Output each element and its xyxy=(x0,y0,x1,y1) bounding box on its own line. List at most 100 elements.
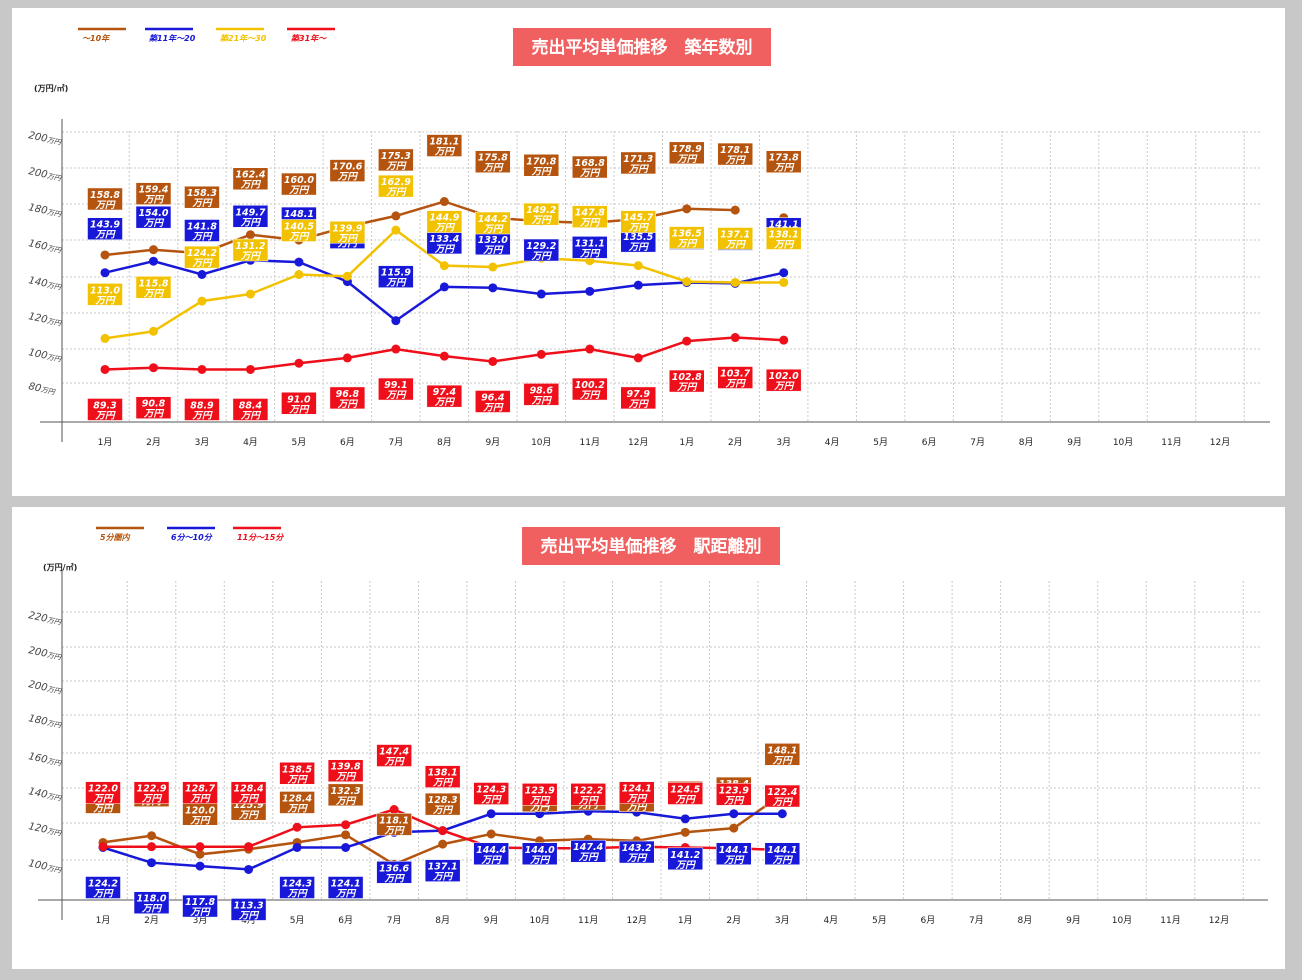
data-label-value: 123.9 xyxy=(525,785,555,796)
data-label: 113.3万円 xyxy=(230,898,267,921)
data-label-box xyxy=(473,842,509,865)
data-label-value: 88.4 xyxy=(239,400,263,411)
data-label-unit: 万円 xyxy=(676,239,698,250)
data-label-unit: 万円 xyxy=(238,810,260,821)
data-point xyxy=(439,261,449,271)
data-label-box xyxy=(523,383,560,406)
data-label-value: 96.8 xyxy=(336,389,360,400)
data-label-box xyxy=(521,842,558,865)
data-label: 124.3万円 xyxy=(279,876,315,900)
data-label-box xyxy=(521,783,558,806)
data-point xyxy=(391,344,401,354)
data-point xyxy=(391,211,401,221)
data-label-value: 103.7 xyxy=(720,369,750,380)
data-label-value: 125.9 xyxy=(234,800,264,811)
data-label-value: 123.9 xyxy=(719,785,749,796)
y-tick-label: 140万円 xyxy=(27,786,63,804)
data-label-unit: 万円 xyxy=(287,803,309,814)
data-point xyxy=(341,820,351,830)
x-tick-label: 11月 xyxy=(1160,915,1180,926)
data-label-value: 128.7 xyxy=(185,784,215,795)
data-label-value: 149.2 xyxy=(526,205,556,216)
data-label-unit: 万円 xyxy=(191,410,213,421)
data-label-box xyxy=(135,276,172,299)
y-tick-label: 100万円 xyxy=(27,858,63,876)
y-tick-label: 160万円 xyxy=(27,238,63,256)
legend-entry: 築31年～ xyxy=(287,27,335,43)
data-label-value: 139.8 xyxy=(331,762,361,773)
data-label: 132.3万円 xyxy=(327,783,364,807)
data-label-unit: 万円 xyxy=(579,248,601,259)
y-tick-value: 80 xyxy=(27,381,42,394)
data-label: 160.0万円 xyxy=(281,172,317,196)
y-tick-value: 120 xyxy=(27,821,48,836)
data-label-value: 144.4 xyxy=(476,845,506,856)
data-label-box xyxy=(378,174,414,198)
data-label-box xyxy=(618,840,655,864)
y-tick-unit: 万円 xyxy=(46,792,62,803)
chart-panel-building-age: 200万円 200万円 180万円 160万円 140万円 120万円 100万円 80万円(… xyxy=(12,8,1285,496)
data-label: 178.9万円 xyxy=(668,141,705,165)
data-label-value: 149.7 xyxy=(235,207,265,218)
data-point xyxy=(197,270,207,279)
legend-label: 5分圏内 xyxy=(100,533,131,542)
data-label-box xyxy=(620,210,657,233)
data-label-value: 133.4 xyxy=(429,234,459,245)
data-label-unit: 万円 xyxy=(725,239,747,250)
data-label-box xyxy=(475,211,511,235)
data-label-value: 97.4 xyxy=(433,387,457,398)
data-label-box xyxy=(570,839,606,863)
data-point xyxy=(777,809,787,819)
data-label-value: 88.9 xyxy=(190,400,214,411)
y-tick-unit: 万円 xyxy=(46,353,62,364)
x-tick-label: 3月 xyxy=(776,437,791,448)
data-label-box xyxy=(279,876,315,899)
data-label-unit: 万円 xyxy=(579,168,601,179)
data-label-unit: 万円 xyxy=(626,802,648,813)
x-tick-label: 5月 xyxy=(872,915,887,926)
data-point xyxy=(294,358,304,368)
data-labels-2: 113.0万円115.8万円124.2万円131.2万円140.5万円139.9… xyxy=(87,174,802,306)
data-label-unit: 万円 xyxy=(143,195,165,206)
data-label-value: 147.8 xyxy=(575,208,605,219)
data-label-box xyxy=(620,386,657,410)
data-label: 137.1万円 xyxy=(717,227,753,250)
x-tick-label: 6月 xyxy=(340,437,355,448)
data-label: 144.0万円 xyxy=(521,842,558,866)
data-label-value: 124.1 xyxy=(331,879,361,890)
y-tick-label: 140万円 xyxy=(27,275,63,293)
series-3 xyxy=(100,333,789,374)
data-point xyxy=(488,262,498,272)
data-label-value: 141.2 xyxy=(670,850,700,861)
data-label-unit: 万円 xyxy=(191,198,213,209)
x-tick-label: 11月 xyxy=(1161,437,1181,448)
data-label: 88.9万円 xyxy=(184,398,220,421)
chart-title: 売出平均単価推移 築年数別 xyxy=(513,28,771,66)
data-label-unit: 万円 xyxy=(143,218,165,229)
data-label-unit: 万円 xyxy=(288,232,310,243)
data-point xyxy=(682,204,692,214)
data-label-unit: 万円 xyxy=(335,889,357,900)
data-label: 124.5万円 xyxy=(667,782,704,806)
data-label-unit: 万円 xyxy=(481,795,503,806)
data-label-unit: 万円 xyxy=(92,794,114,805)
x-tick-label: 6月 xyxy=(338,915,353,926)
data-label: 128.4万円 xyxy=(230,781,267,805)
data-label-value: 136.6 xyxy=(379,863,409,874)
data-label-box xyxy=(572,155,608,179)
data-label-unit: 万円 xyxy=(531,251,553,262)
data-label-unit: 万円 xyxy=(432,872,454,883)
data-label-value: 160.0 xyxy=(284,175,314,186)
data-label-box xyxy=(716,842,752,865)
data-label-unit: 万円 xyxy=(385,278,407,289)
data-label-box xyxy=(184,245,220,269)
data-label-value: 133.0 xyxy=(478,235,508,246)
data-label-box xyxy=(230,898,267,921)
data-label: 147.4万円 xyxy=(570,839,606,863)
data-label: 144.4万円 xyxy=(473,842,509,866)
data-point xyxy=(245,289,255,299)
chart-building-age: 200万円200万円180万円160万円140万円120万円100万円80万円(… xyxy=(27,27,1270,448)
x-tick-label: 3月 xyxy=(195,437,210,448)
data-label: 88.4万円 xyxy=(232,398,269,421)
x-tick-label: 1月 xyxy=(678,915,693,926)
